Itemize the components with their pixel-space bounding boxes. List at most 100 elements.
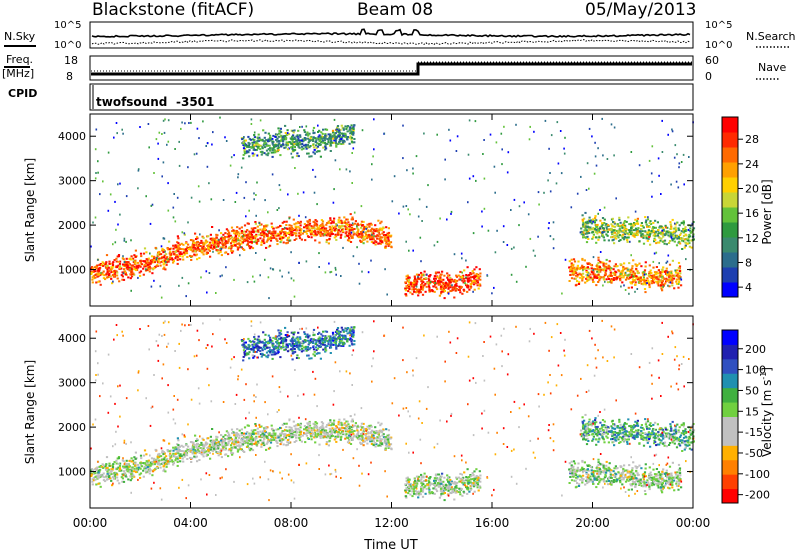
echo-cell — [439, 276, 442, 279]
echo-cell — [660, 225, 663, 228]
echo-cell — [333, 134, 336, 137]
echo-cell — [343, 422, 346, 425]
echo-cell — [294, 228, 297, 231]
echo-cell — [342, 134, 345, 137]
echo-cell — [333, 139, 336, 142]
echo-cell — [414, 284, 418, 287]
echo-cell — [227, 229, 230, 232]
echo-cell — [379, 438, 382, 441]
echo-cell — [275, 139, 278, 142]
echo-cell — [346, 126, 349, 129]
echo-cell-sparse — [680, 278, 683, 281]
echo-cell — [309, 137, 312, 140]
noise-sky-trace — [91, 28, 691, 38]
echo-cell — [281, 228, 284, 231]
noise-tick-top-left: 10^5 — [54, 20, 81, 31]
echo-cell — [117, 260, 120, 263]
echo-cell-sparse — [501, 148, 503, 151]
echo-cell — [137, 266, 140, 269]
echo-cell — [346, 138, 349, 141]
echo-cell — [455, 284, 458, 287]
echo-cell — [272, 436, 275, 439]
echo-cell-sparse — [603, 206, 606, 209]
echo-cell — [91, 281, 94, 284]
echo-cell — [192, 239, 195, 242]
echo-cell — [283, 146, 286, 149]
echo-cell — [340, 136, 344, 139]
echo-cell-sparse — [119, 182, 121, 185]
echo-cell — [318, 435, 321, 438]
echo-cell — [643, 288, 647, 290]
echo-cell — [306, 235, 310, 238]
echo-cell — [353, 141, 356, 144]
echo-cell — [618, 234, 621, 237]
echo-cell — [377, 437, 380, 440]
echo-cell — [297, 145, 300, 148]
echo-cell — [330, 231, 333, 233]
echo-cell — [652, 276, 655, 279]
echo-cell — [348, 129, 351, 132]
echo-cell — [588, 232, 591, 234]
echo-cell — [350, 420, 353, 423]
echo-cell — [454, 288, 457, 291]
echo-cell — [189, 247, 192, 250]
echo-cell — [129, 475, 132, 478]
echo-cell — [104, 480, 107, 483]
echo-cell — [417, 291, 421, 294]
echo-cell-sparse — [200, 276, 202, 279]
echo-cell-sparse — [624, 289, 627, 291]
echo-cell — [295, 140, 299, 143]
echo-cell — [246, 243, 249, 246]
echo-cell — [664, 282, 667, 285]
echo-cell — [409, 291, 412, 294]
echo-cell — [262, 144, 265, 147]
echo-cell — [654, 230, 657, 233]
echo-cell — [425, 285, 428, 288]
echo-cell — [437, 271, 441, 274]
echo-cell-sparse — [256, 154, 258, 157]
echo-cell — [602, 276, 605, 279]
echo-cell — [314, 424, 317, 427]
echo-cell — [285, 224, 288, 226]
echo-cell — [292, 227, 295, 230]
echo-cell — [293, 129, 296, 132]
echo-cell — [174, 244, 177, 247]
echo-cell — [297, 129, 300, 132]
echo-cell — [352, 133, 355, 136]
echo-cell — [288, 426, 291, 429]
echo-cell-sparse — [172, 206, 175, 209]
echo-cell — [574, 277, 577, 280]
echo-cell — [606, 230, 609, 233]
echo-cell — [370, 235, 374, 238]
echo-cell — [246, 236, 249, 239]
echo-cell — [165, 257, 168, 260]
echo-cell — [623, 272, 626, 275]
echo-cell — [291, 129, 294, 132]
echo-cell — [427, 285, 431, 288]
echo-cell — [626, 274, 629, 277]
echo-cell — [434, 277, 437, 280]
echo-cell — [201, 235, 204, 238]
echo-cell — [256, 225, 259, 228]
echo-cell — [329, 219, 332, 222]
echo-cell — [578, 268, 582, 270]
echo-cell-sparse — [303, 229, 305, 232]
echo-cell — [592, 273, 595, 276]
echo-cell — [584, 232, 587, 235]
echo-cell — [668, 276, 671, 279]
cpid-panel: CPID twofsound -3501 — [8, 83, 694, 111]
echo-cell-sparse — [219, 247, 221, 250]
echo-cell — [267, 132, 270, 135]
echo-cell — [295, 135, 298, 138]
echo-cell — [231, 452, 235, 455]
echo-cell — [377, 242, 380, 245]
echo-cell — [475, 273, 478, 275]
echo-cell — [632, 279, 635, 282]
echo-cell — [342, 225, 345, 228]
echo-cell-sparse — [420, 260, 422, 263]
echo-cell-sparse — [230, 156, 233, 159]
echo-cell — [453, 296, 456, 299]
echo-cell — [154, 246, 157, 249]
beam-title: Beam 08 — [357, 0, 433, 20]
echo-cell — [97, 267, 100, 270]
